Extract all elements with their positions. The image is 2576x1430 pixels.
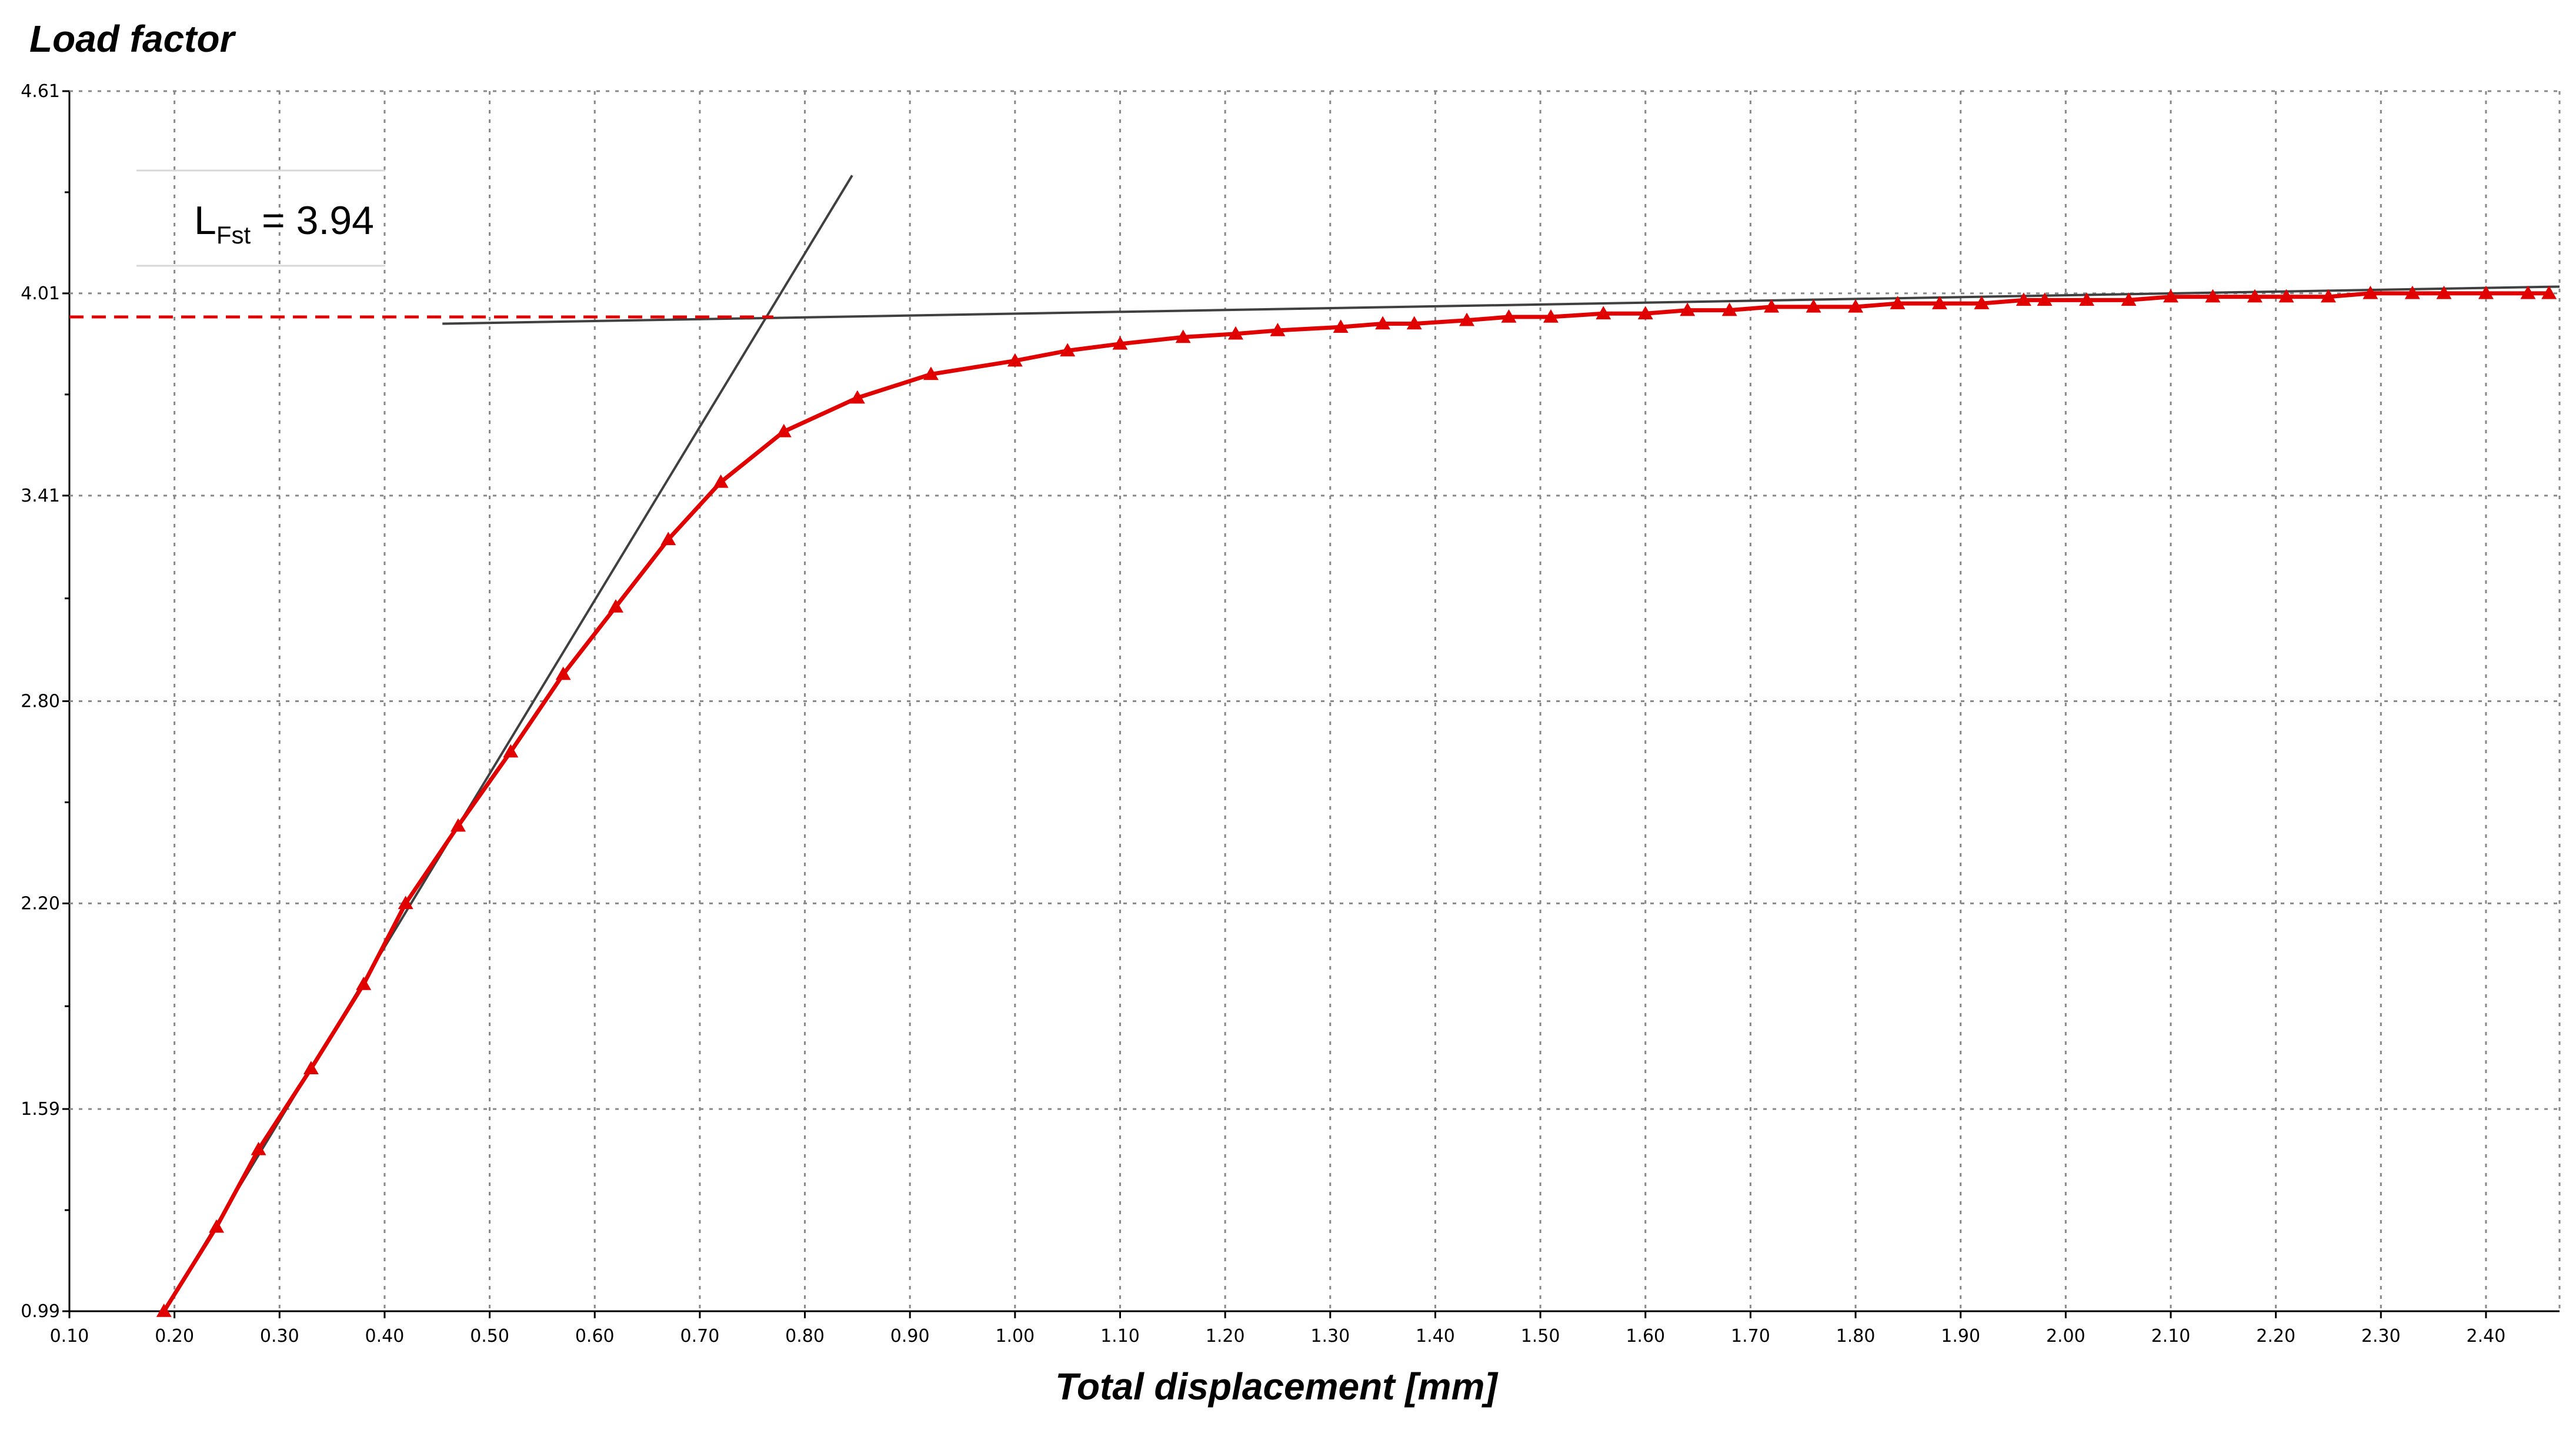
data-point-marker — [1406, 316, 1422, 330]
data-point-marker — [209, 1219, 225, 1233]
data-point-marker — [1931, 296, 1947, 309]
data-point-marker — [398, 896, 413, 910]
data-point-marker — [2205, 289, 2221, 303]
data-point-marker — [503, 744, 519, 758]
data-point-marker — [1270, 322, 1286, 336]
data-point-marker — [1175, 329, 1191, 343]
x-tick-label: 1.90 — [1941, 1326, 1980, 1347]
y-tick-label: 3.41 — [21, 486, 60, 506]
data-point-marker — [1007, 353, 1023, 367]
x-tick-label: 0.90 — [890, 1326, 930, 1347]
data-point-marker — [356, 976, 372, 990]
tangent-line — [442, 285, 2560, 325]
x-tick-label: 0.20 — [155, 1326, 194, 1347]
data-point-marker — [2163, 289, 2178, 303]
data-point-marker — [2278, 289, 2294, 303]
y-axis-ticks: 0.99 1.59 2.20 2.80 3.41 4.01 4.61 — [21, 81, 60, 1322]
data-point-marker — [608, 599, 623, 613]
x-tick-label: 1.80 — [1836, 1326, 1876, 1347]
x-tick-label: 2.30 — [2361, 1326, 2401, 1347]
x-tick-label: 1.70 — [1731, 1326, 1770, 1347]
data-point-marker — [156, 1304, 172, 1317]
y-tick-label: 2.20 — [21, 893, 60, 914]
x-tick-label: 1.30 — [1310, 1326, 1350, 1347]
data-point-marker — [1637, 306, 1653, 320]
data-point-marker — [2478, 285, 2494, 299]
series-line — [162, 291, 2550, 1312]
data-point-marker — [303, 1061, 319, 1075]
data-point-marker — [1680, 302, 1696, 316]
data-point-marker — [2404, 285, 2420, 299]
data-point-marker — [1060, 343, 1076, 357]
data-point-marker — [1806, 299, 1821, 313]
data-point-marker — [1543, 309, 1559, 323]
x-tick-label: 0.40 — [365, 1326, 405, 1347]
annotation-subscript: Fst — [216, 221, 251, 249]
y-tick-label: 4.61 — [21, 81, 60, 102]
x-tick-label: 1.50 — [1521, 1326, 1560, 1347]
data-point-marker — [1721, 302, 1737, 316]
data-point-marker — [2247, 289, 2263, 303]
x-tick-label: 1.40 — [1416, 1326, 1455, 1347]
data-point-marker — [2037, 292, 2053, 306]
data-point-marker — [849, 390, 865, 404]
y-tick-label: 0.99 — [21, 1301, 60, 1322]
x-tick-label: 0.30 — [260, 1326, 299, 1347]
data-point-marker — [2121, 292, 2137, 306]
data-point-marker — [2436, 285, 2452, 299]
data-point-marker — [2079, 292, 2095, 306]
x-tick-label: 0.10 — [50, 1326, 89, 1347]
data-point-marker — [1848, 299, 1864, 313]
x-tick-label: 1.00 — [995, 1326, 1035, 1347]
x-tick-label: 2.00 — [2046, 1326, 2086, 1347]
y-tick-label: 1.59 — [21, 1099, 60, 1120]
x-tick-label: 1.60 — [1626, 1326, 1665, 1347]
data-point-marker — [1596, 306, 1611, 320]
annotation-text: LFst = 3.94 — [194, 198, 374, 249]
data-point-marker — [2320, 289, 2336, 303]
x-axis-title: Total displacement [mm] — [1055, 1365, 1499, 1408]
data-point-marker — [451, 818, 466, 832]
x-tick-label: 2.10 — [2151, 1326, 2191, 1347]
data-point-marker — [1764, 299, 1780, 313]
data-point-marker — [2363, 285, 2378, 299]
data-point-marker — [555, 666, 571, 680]
y-tick-label: 2.80 — [21, 691, 60, 712]
data-point-marker — [1333, 319, 1349, 333]
data-point-marker — [713, 474, 729, 488]
x-tick-label: 0.60 — [575, 1326, 615, 1347]
lfst-annotation: LFst = 3.94 — [136, 169, 385, 267]
data-point-marker — [1974, 296, 1990, 309]
annotation-main: L — [194, 198, 216, 243]
y-axis-title: Load factor — [29, 18, 236, 60]
data-point-marker — [1501, 309, 1517, 323]
tangent-line — [163, 175, 853, 1312]
x-tick-label: 2.40 — [2467, 1326, 2506, 1347]
x-tick-label: 1.10 — [1100, 1326, 1140, 1347]
data-point-marker — [2520, 285, 2536, 299]
data-point-marker — [1112, 336, 1128, 350]
data-point-marker — [923, 366, 939, 380]
x-tick-label: 2.20 — [2256, 1326, 2295, 1347]
y-tick-label: 4.01 — [21, 283, 60, 304]
x-tick-label: 0.70 — [680, 1326, 720, 1347]
grid — [62, 90, 2561, 1318]
data-point-marker — [1228, 326, 1244, 340]
x-tick-label: 1.20 — [1206, 1326, 1245, 1347]
x-axis-ticks: 0.10 0.20 0.30 0.40 0.50 0.60 0.70 0.80 0.90 1.00… — [50, 1326, 2506, 1347]
x-tick-label: 0.80 — [785, 1326, 825, 1347]
data-point-marker — [251, 1141, 266, 1155]
data-point-marker — [1890, 296, 1906, 309]
data-point-marker — [2016, 292, 2031, 306]
plot-area — [69, 175, 2560, 1317]
data-point-marker — [1375, 316, 1391, 330]
data-point-marker — [776, 423, 792, 437]
annotation-value: = 3.94 — [251, 198, 374, 243]
data-point-marker — [660, 532, 676, 546]
data-point-marker — [2541, 285, 2557, 299]
x-tick-label: 0.50 — [470, 1326, 509, 1347]
data-point-marker — [1459, 312, 1475, 326]
